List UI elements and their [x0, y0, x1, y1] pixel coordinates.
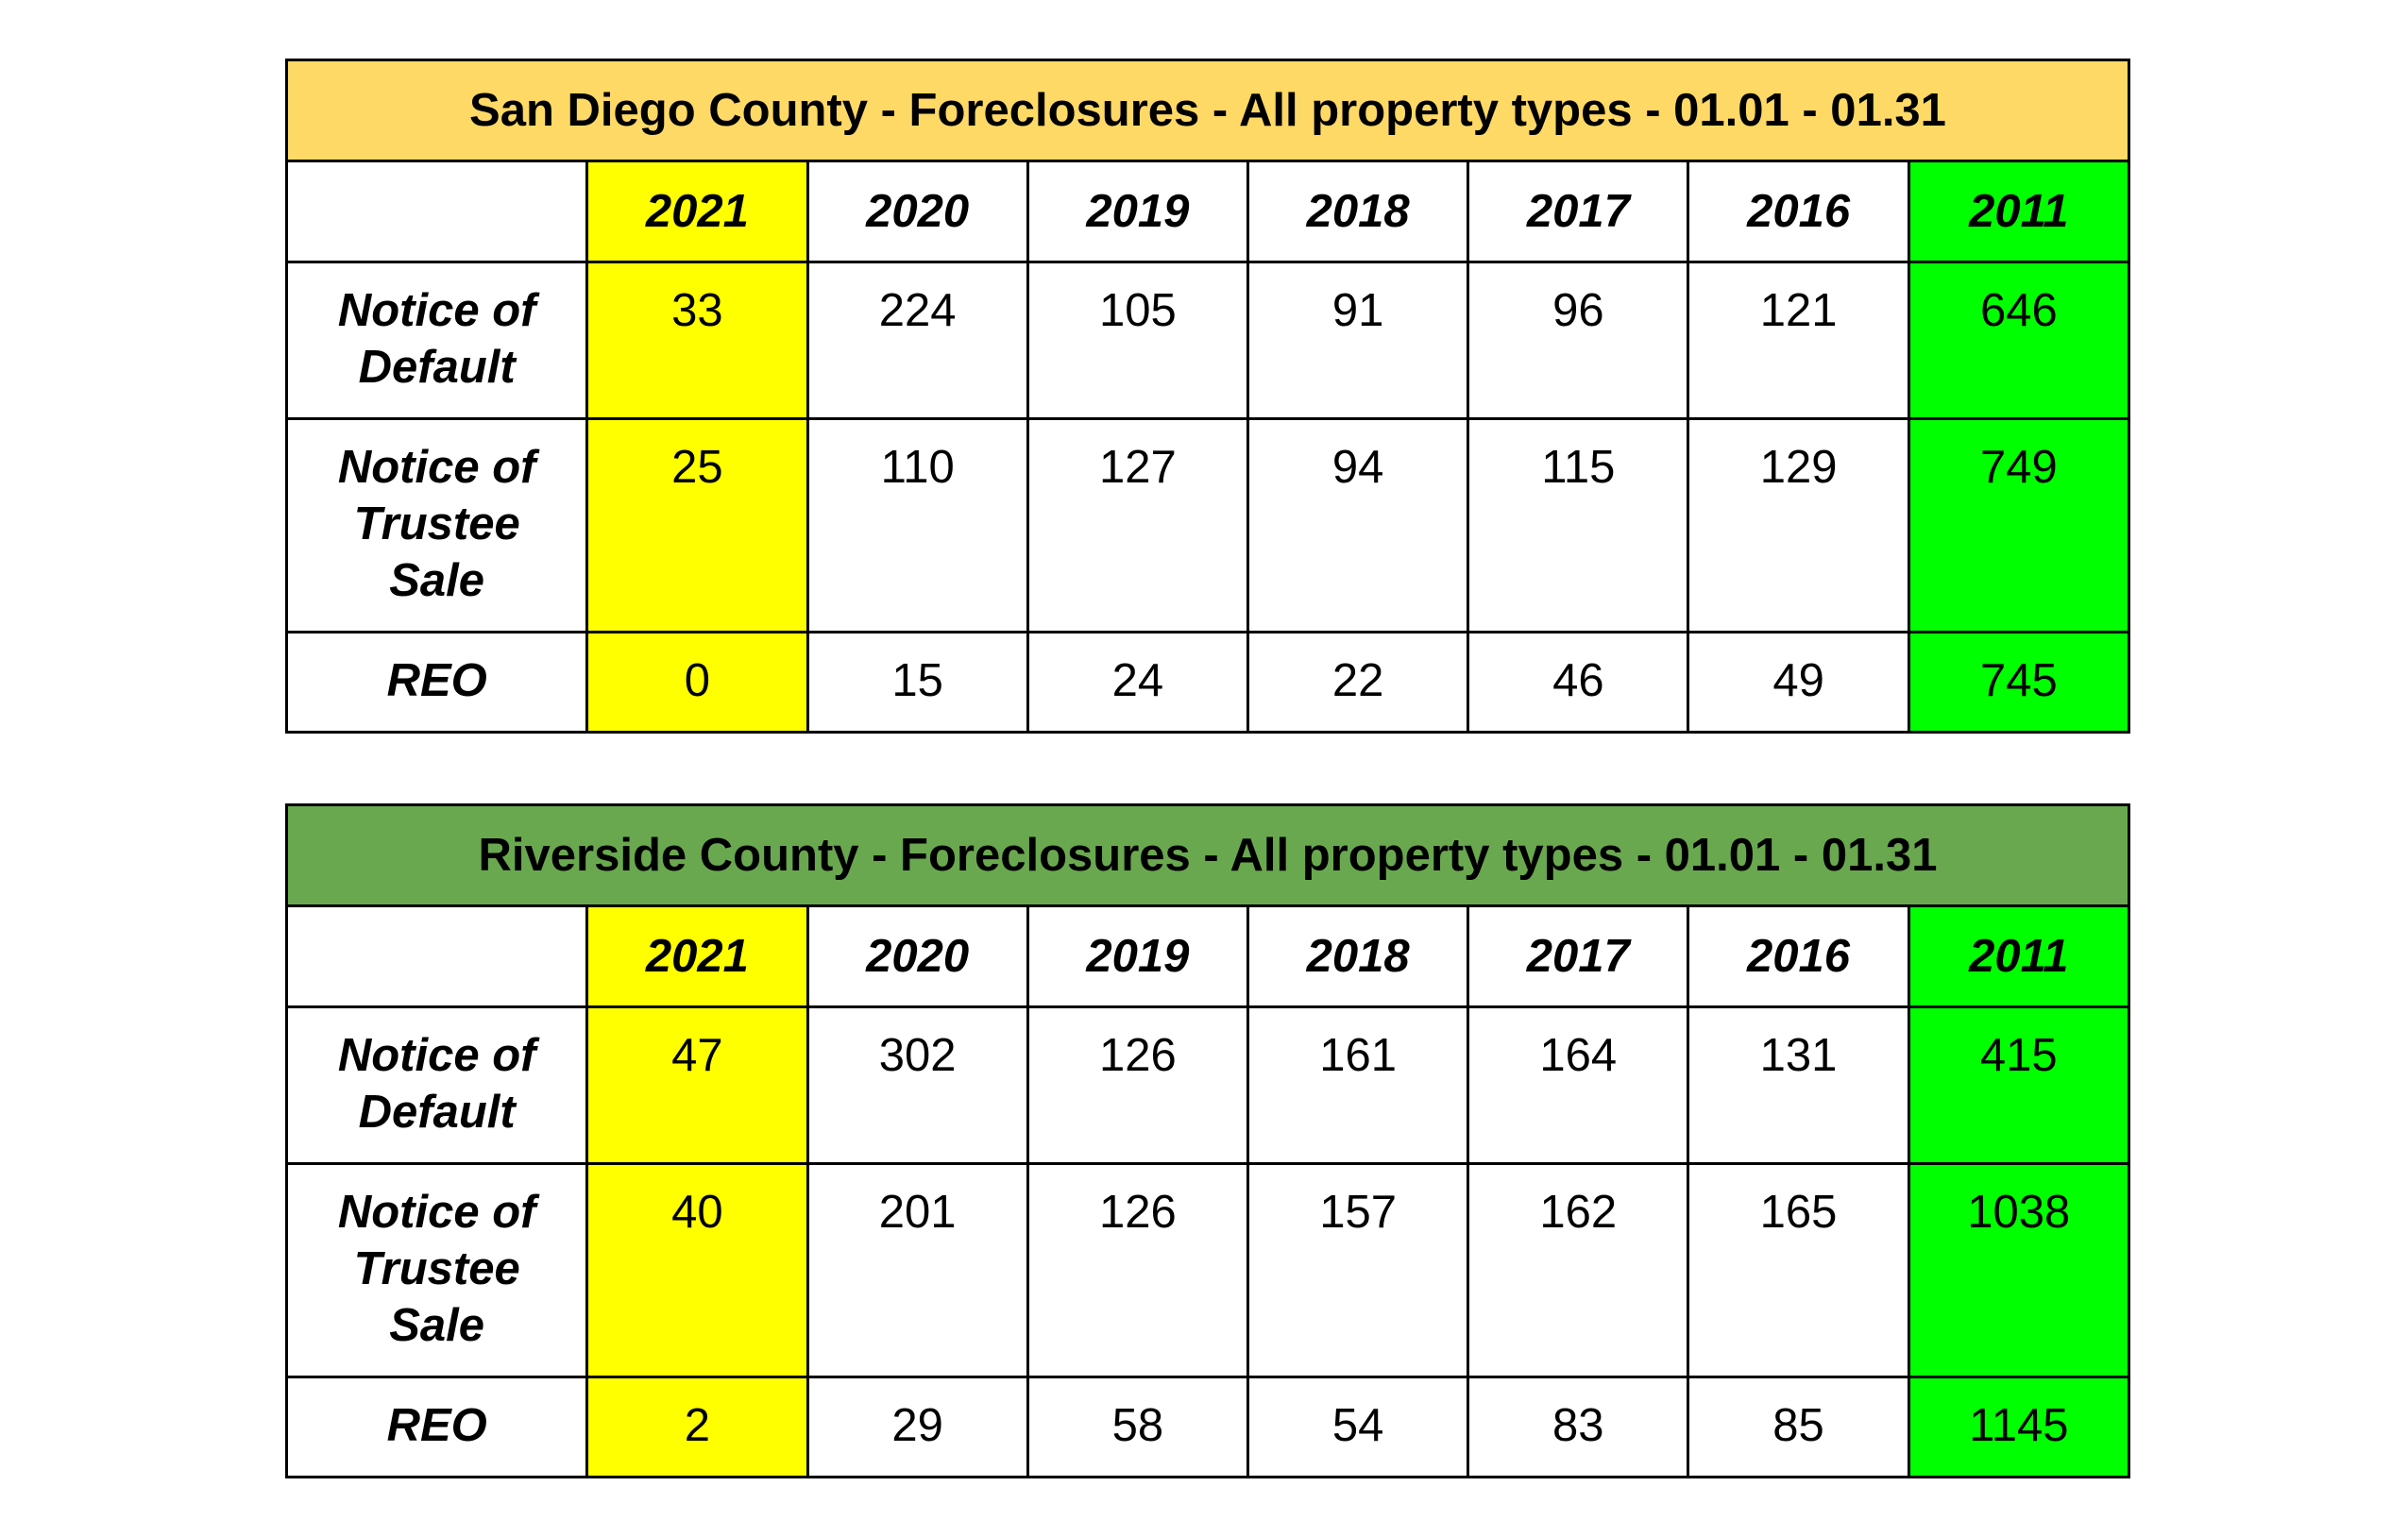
year-header-2017: 2017: [1467, 160, 1690, 263]
value-cell: 1038: [1907, 1162, 2131, 1378]
year-header-2011: 2011: [1907, 904, 2131, 1008]
value-cell: 47: [585, 1005, 809, 1165]
value-cell: 1145: [1907, 1376, 2131, 1478]
value-cell: 110: [805, 417, 1029, 633]
value-cell: 161: [1246, 1005, 1470, 1165]
year-header-2018: 2018: [1246, 904, 1470, 1008]
table-row-notice-of-trustee-sale: Notice of Trustee Sale 25 110 127 94 115 1…: [284, 417, 2131, 633]
table-row-reo: REO 0 15 24 22 46 49 745: [284, 631, 2131, 734]
table-row-notice-of-default: Notice of Default 47 302 126 161 164 131 …: [284, 1005, 2131, 1165]
value-cell: 129: [1687, 417, 1910, 633]
value-cell: 646: [1907, 261, 2131, 420]
value-cell: 24: [1026, 631, 1250, 734]
value-cell: 0: [585, 631, 809, 734]
row-label-notice-of-trustee-sale: Notice of Trustee Sale: [284, 417, 589, 633]
value-cell: 126: [1026, 1005, 1249, 1165]
year-header-2017: 2017: [1467, 904, 1690, 1008]
value-cell: 126: [1026, 1162, 1249, 1378]
value-cell: 745: [1907, 631, 2131, 734]
row-label-notice-of-default: Notice of Default: [284, 1005, 589, 1165]
header-corner-cell: [284, 160, 589, 263]
year-header-2020: 2020: [805, 160, 1029, 263]
value-cell: 415: [1907, 1005, 2131, 1165]
value-cell: 131: [1687, 1005, 1910, 1165]
header-corner-cell: [284, 904, 589, 1008]
year-header-2018: 2018: [1246, 160, 1470, 263]
year-header-2016: 2016: [1687, 160, 1910, 263]
table-row-notice-of-trustee-sale: Notice of Trustee Sale 40 201 126 157 162 …: [284, 1162, 2131, 1378]
table-title: Riverside County - Foreclosures - All pr…: [285, 803, 2130, 907]
value-cell: 25: [585, 417, 809, 633]
value-cell: 29: [805, 1376, 1029, 1478]
san-diego-foreclosures-table: San Diego County - Foreclosures - All pr…: [284, 59, 2131, 734]
year-header-2021: 2021: [585, 160, 809, 263]
value-cell: 165: [1687, 1162, 1910, 1378]
value-cell: 58: [1026, 1376, 1249, 1478]
value-cell: 224: [805, 261, 1029, 420]
row-label-reo: REO: [284, 1376, 589, 1478]
value-cell: 96: [1467, 261, 1690, 420]
value-cell: 46: [1467, 631, 1690, 734]
table-title: San Diego County - Foreclosures - All pr…: [285, 59, 2130, 162]
value-cell: 49: [1687, 631, 1910, 734]
value-cell: 2: [585, 1376, 809, 1478]
value-cell: 157: [1246, 1162, 1470, 1378]
year-header-2019: 2019: [1026, 904, 1249, 1008]
value-cell: 33: [585, 261, 809, 420]
table-row-notice-of-default: Notice of Default 33 224 105 91 96 121 64…: [284, 261, 2131, 420]
value-cell: 105: [1026, 261, 1250, 420]
value-cell: 121: [1687, 261, 1910, 420]
year-header-2021: 2021: [585, 904, 809, 1008]
value-cell: 15: [805, 631, 1029, 734]
year-header-2011: 2011: [1907, 160, 2131, 263]
table-row-reo: REO 2 29 58 54 83 85 1145: [284, 1376, 2131, 1478]
row-label-notice-of-trustee-sale: Notice of Trustee Sale: [284, 1162, 589, 1378]
value-cell: 83: [1467, 1376, 1690, 1478]
row-label-reo: REO: [284, 631, 589, 734]
value-cell: 115: [1467, 417, 1690, 633]
row-label-notice-of-default: Notice of Default: [284, 261, 589, 420]
value-cell: 85: [1687, 1376, 1910, 1478]
year-header-2019: 2019: [1026, 160, 1250, 263]
value-cell: 164: [1467, 1005, 1690, 1165]
year-header-2020: 2020: [805, 904, 1029, 1008]
value-cell: 40: [585, 1162, 809, 1378]
value-cell: 127: [1026, 417, 1250, 633]
riverside-foreclosures-table: Riverside County - Foreclosures - All pr…: [284, 803, 2131, 1478]
value-cell: 54: [1246, 1376, 1470, 1478]
value-cell: 91: [1246, 261, 1470, 420]
value-cell: 749: [1907, 417, 2131, 633]
year-header-2016: 2016: [1687, 904, 1910, 1008]
value-cell: 162: [1467, 1162, 1690, 1378]
value-cell: 302: [805, 1005, 1029, 1165]
value-cell: 201: [805, 1162, 1029, 1378]
value-cell: 94: [1246, 417, 1470, 633]
value-cell: 22: [1246, 631, 1470, 734]
